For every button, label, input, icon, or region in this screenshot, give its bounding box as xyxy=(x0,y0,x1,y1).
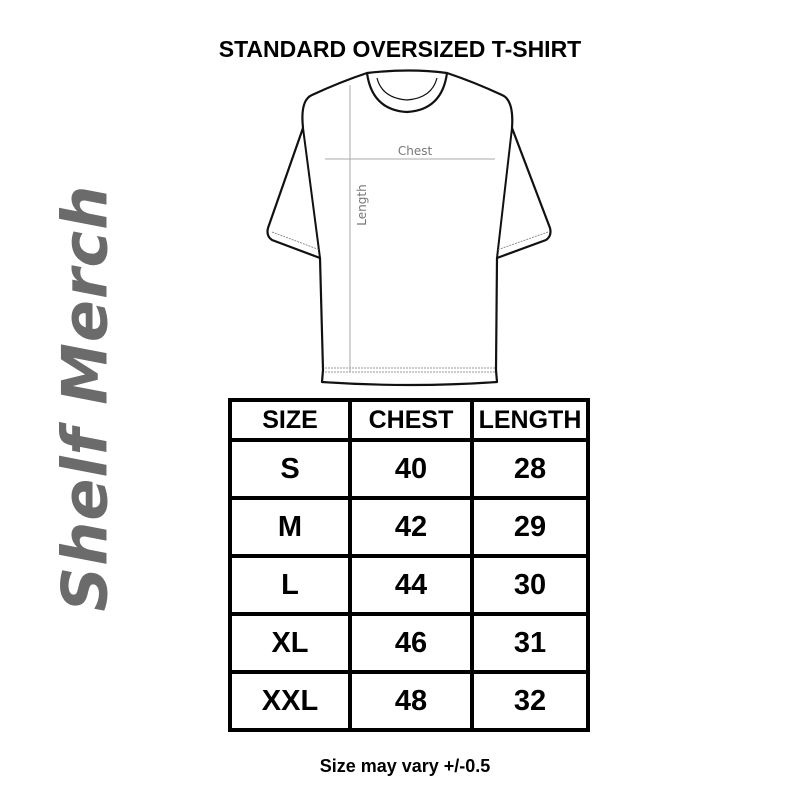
chest-label: Chest xyxy=(398,144,433,158)
cell-size: S xyxy=(228,438,352,500)
cell-chest: 40 xyxy=(348,438,474,500)
size-variance-note: Size may vary +/-0.5 xyxy=(319,756,491,776)
table-header-row: SIZE CHEST LENGTH xyxy=(228,398,590,442)
tshirt-outline xyxy=(266,69,552,387)
collar xyxy=(365,72,449,114)
header-size: SIZE xyxy=(228,398,352,442)
cell-length: 32 xyxy=(470,670,590,732)
cell-chest: 44 xyxy=(348,554,474,616)
size-chart-table: SIZE CHEST LENGTH S 40 28 M 42 29 L 44 3… xyxy=(228,398,590,732)
cell-length: 30 xyxy=(470,554,590,616)
cell-chest: 46 xyxy=(348,612,474,674)
cell-length: 31 xyxy=(470,612,590,674)
table-row: L 44 30 xyxy=(228,554,590,616)
cell-size: XL xyxy=(228,612,352,674)
table-row: XXL 48 32 xyxy=(228,670,590,732)
cell-size: L xyxy=(228,554,352,616)
cell-size: M xyxy=(228,496,352,558)
tshirt-diagram: Chest Length xyxy=(266,69,552,387)
cell-length: 29 xyxy=(470,496,590,558)
table-row: S 40 28 xyxy=(228,438,590,500)
header-chest: CHEST xyxy=(348,398,474,442)
cell-chest: 42 xyxy=(348,496,474,558)
table-row: M 42 29 xyxy=(228,496,590,558)
page-title: STANDARD OVERSIZED T-SHIRT xyxy=(218,36,582,62)
cell-length: 28 xyxy=(470,438,590,500)
cell-size: XXL xyxy=(228,670,352,732)
header-length: LENGTH xyxy=(470,398,590,442)
table-row: XL 46 31 xyxy=(228,612,590,674)
length-label: Length xyxy=(355,184,369,225)
cell-chest: 48 xyxy=(348,670,474,732)
